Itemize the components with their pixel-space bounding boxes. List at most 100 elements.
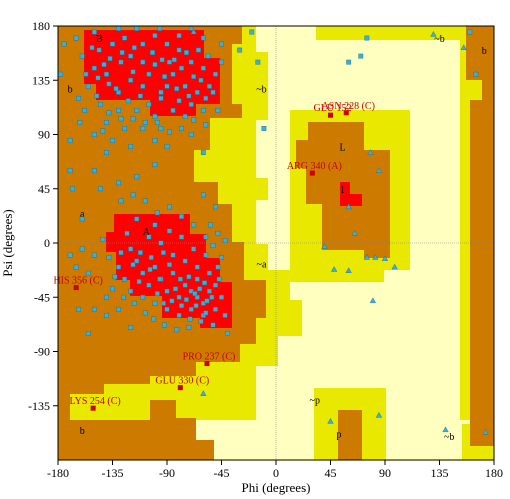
residue-point: [210, 322, 216, 328]
residue-point: [203, 310, 209, 316]
y-axis-ticks: 180 135 90 45 0 -45 -90 -135: [28, 19, 58, 413]
residue-point: [188, 132, 194, 137]
residue-point: [167, 262, 172, 268]
residue-point: [104, 150, 109, 155]
residue-point: [164, 144, 170, 149]
residue-point: [112, 274, 118, 280]
glycine-point: [367, 149, 374, 155]
residue-point: [176, 294, 182, 300]
region-labels: Bb ~b b ~b Ll a A ~a ~p p b ~b: [68, 34, 487, 443]
residue-point: [97, 186, 103, 192]
residue-point: [261, 126, 267, 131]
residue-point: [194, 276, 200, 282]
residue-point: [97, 101, 103, 107]
glycine-point: [345, 203, 352, 210]
residue-point: [152, 264, 158, 270]
residue-point: [186, 93, 192, 99]
outlier-label: GLU 330 (C): [155, 376, 209, 387]
glycine-point: [430, 31, 437, 37]
residue-point: [116, 180, 121, 186]
residue-point: [67, 138, 73, 143]
region-label: L: [340, 143, 346, 154]
residue-point: [176, 33, 182, 39]
core-region-left-alpha: [340, 182, 362, 206]
residue-point: [346, 59, 352, 65]
region-label: ~b: [434, 34, 444, 45]
residue-point: [203, 252, 209, 258]
residue-point: [197, 286, 203, 292]
region-label: B: [96, 34, 103, 45]
glycine-point: [369, 297, 377, 304]
residue-point: [205, 53, 211, 59]
residue-point: [116, 306, 121, 312]
residue-point: [157, 276, 163, 282]
residue-point: [152, 138, 158, 143]
residue-point: [79, 246, 85, 252]
residue-point: [85, 83, 91, 89]
residue-point: [100, 236, 106, 242]
residue-point: [79, 53, 85, 59]
y-tick-label: -45: [34, 290, 50, 304]
residue-point: [158, 240, 164, 246]
residue-point: [116, 26, 121, 31]
region-label: ~b: [444, 432, 454, 443]
residue-point: [128, 324, 134, 330]
residue-point: [67, 252, 73, 258]
residue-point: [200, 35, 206, 41]
residue-point: [148, 255, 154, 260]
residue-point: [157, 26, 163, 31]
region-label: ~p: [310, 396, 320, 407]
residue-point: [130, 192, 136, 198]
residue-point: [146, 234, 152, 240]
residue-point: [176, 98, 182, 104]
residue-point: [79, 216, 85, 222]
region-label: l: [341, 185, 344, 196]
residue-point: [140, 270, 146, 276]
residue-point: [154, 210, 160, 216]
residue-point: [203, 234, 209, 240]
residue-point: [200, 312, 206, 318]
outlier-label: GLU 152: [313, 103, 351, 114]
residue-point: [142, 120, 148, 125]
residue-point: [146, 71, 152, 77]
residue-point: [130, 116, 136, 122]
residue-point: [130, 69, 136, 75]
core-region-alpha: [106, 214, 232, 328]
glycine-point: [391, 263, 398, 270]
residue-point: [237, 47, 243, 53]
residue-point: [219, 294, 224, 300]
allowed-region-top-right: [466, 26, 494, 100]
residue-point: [174, 327, 180, 333]
residue-point: [191, 74, 197, 80]
residue-point: [150, 50, 155, 55]
x-axis-label: Phi (degrees): [242, 480, 311, 495]
residue-point: [164, 83, 170, 89]
residue-point: [167, 204, 172, 210]
residue-point: [358, 53, 364, 59]
glycine-point: [375, 167, 383, 173]
residue-point: [118, 59, 124, 65]
residue-point: [152, 300, 158, 306]
residue-point: [128, 53, 134, 59]
residue-point: [191, 117, 197, 123]
residue-point: [142, 198, 148, 204]
residue-point: [215, 107, 221, 113]
residue-point: [113, 86, 119, 92]
y-axis-label: Psi (degrees): [0, 209, 15, 277]
residue-point: [122, 126, 128, 131]
glycine-point: [482, 428, 489, 435]
residue-point: [222, 238, 228, 243]
residue-point: [136, 279, 142, 284]
residue-point: [104, 120, 109, 125]
residue-point: [194, 89, 200, 95]
residue-point: [140, 294, 146, 300]
residue-point: [193, 303, 199, 309]
residue-point: [100, 128, 106, 134]
x-tick-label: 0: [273, 466, 279, 480]
region-label: b: [80, 426, 85, 437]
residue-point: [140, 126, 146, 131]
residue-point: [202, 280, 207, 286]
residue-point: [70, 186, 75, 192]
residue-point: [208, 222, 213, 228]
region-label: ~b: [256, 85, 266, 96]
